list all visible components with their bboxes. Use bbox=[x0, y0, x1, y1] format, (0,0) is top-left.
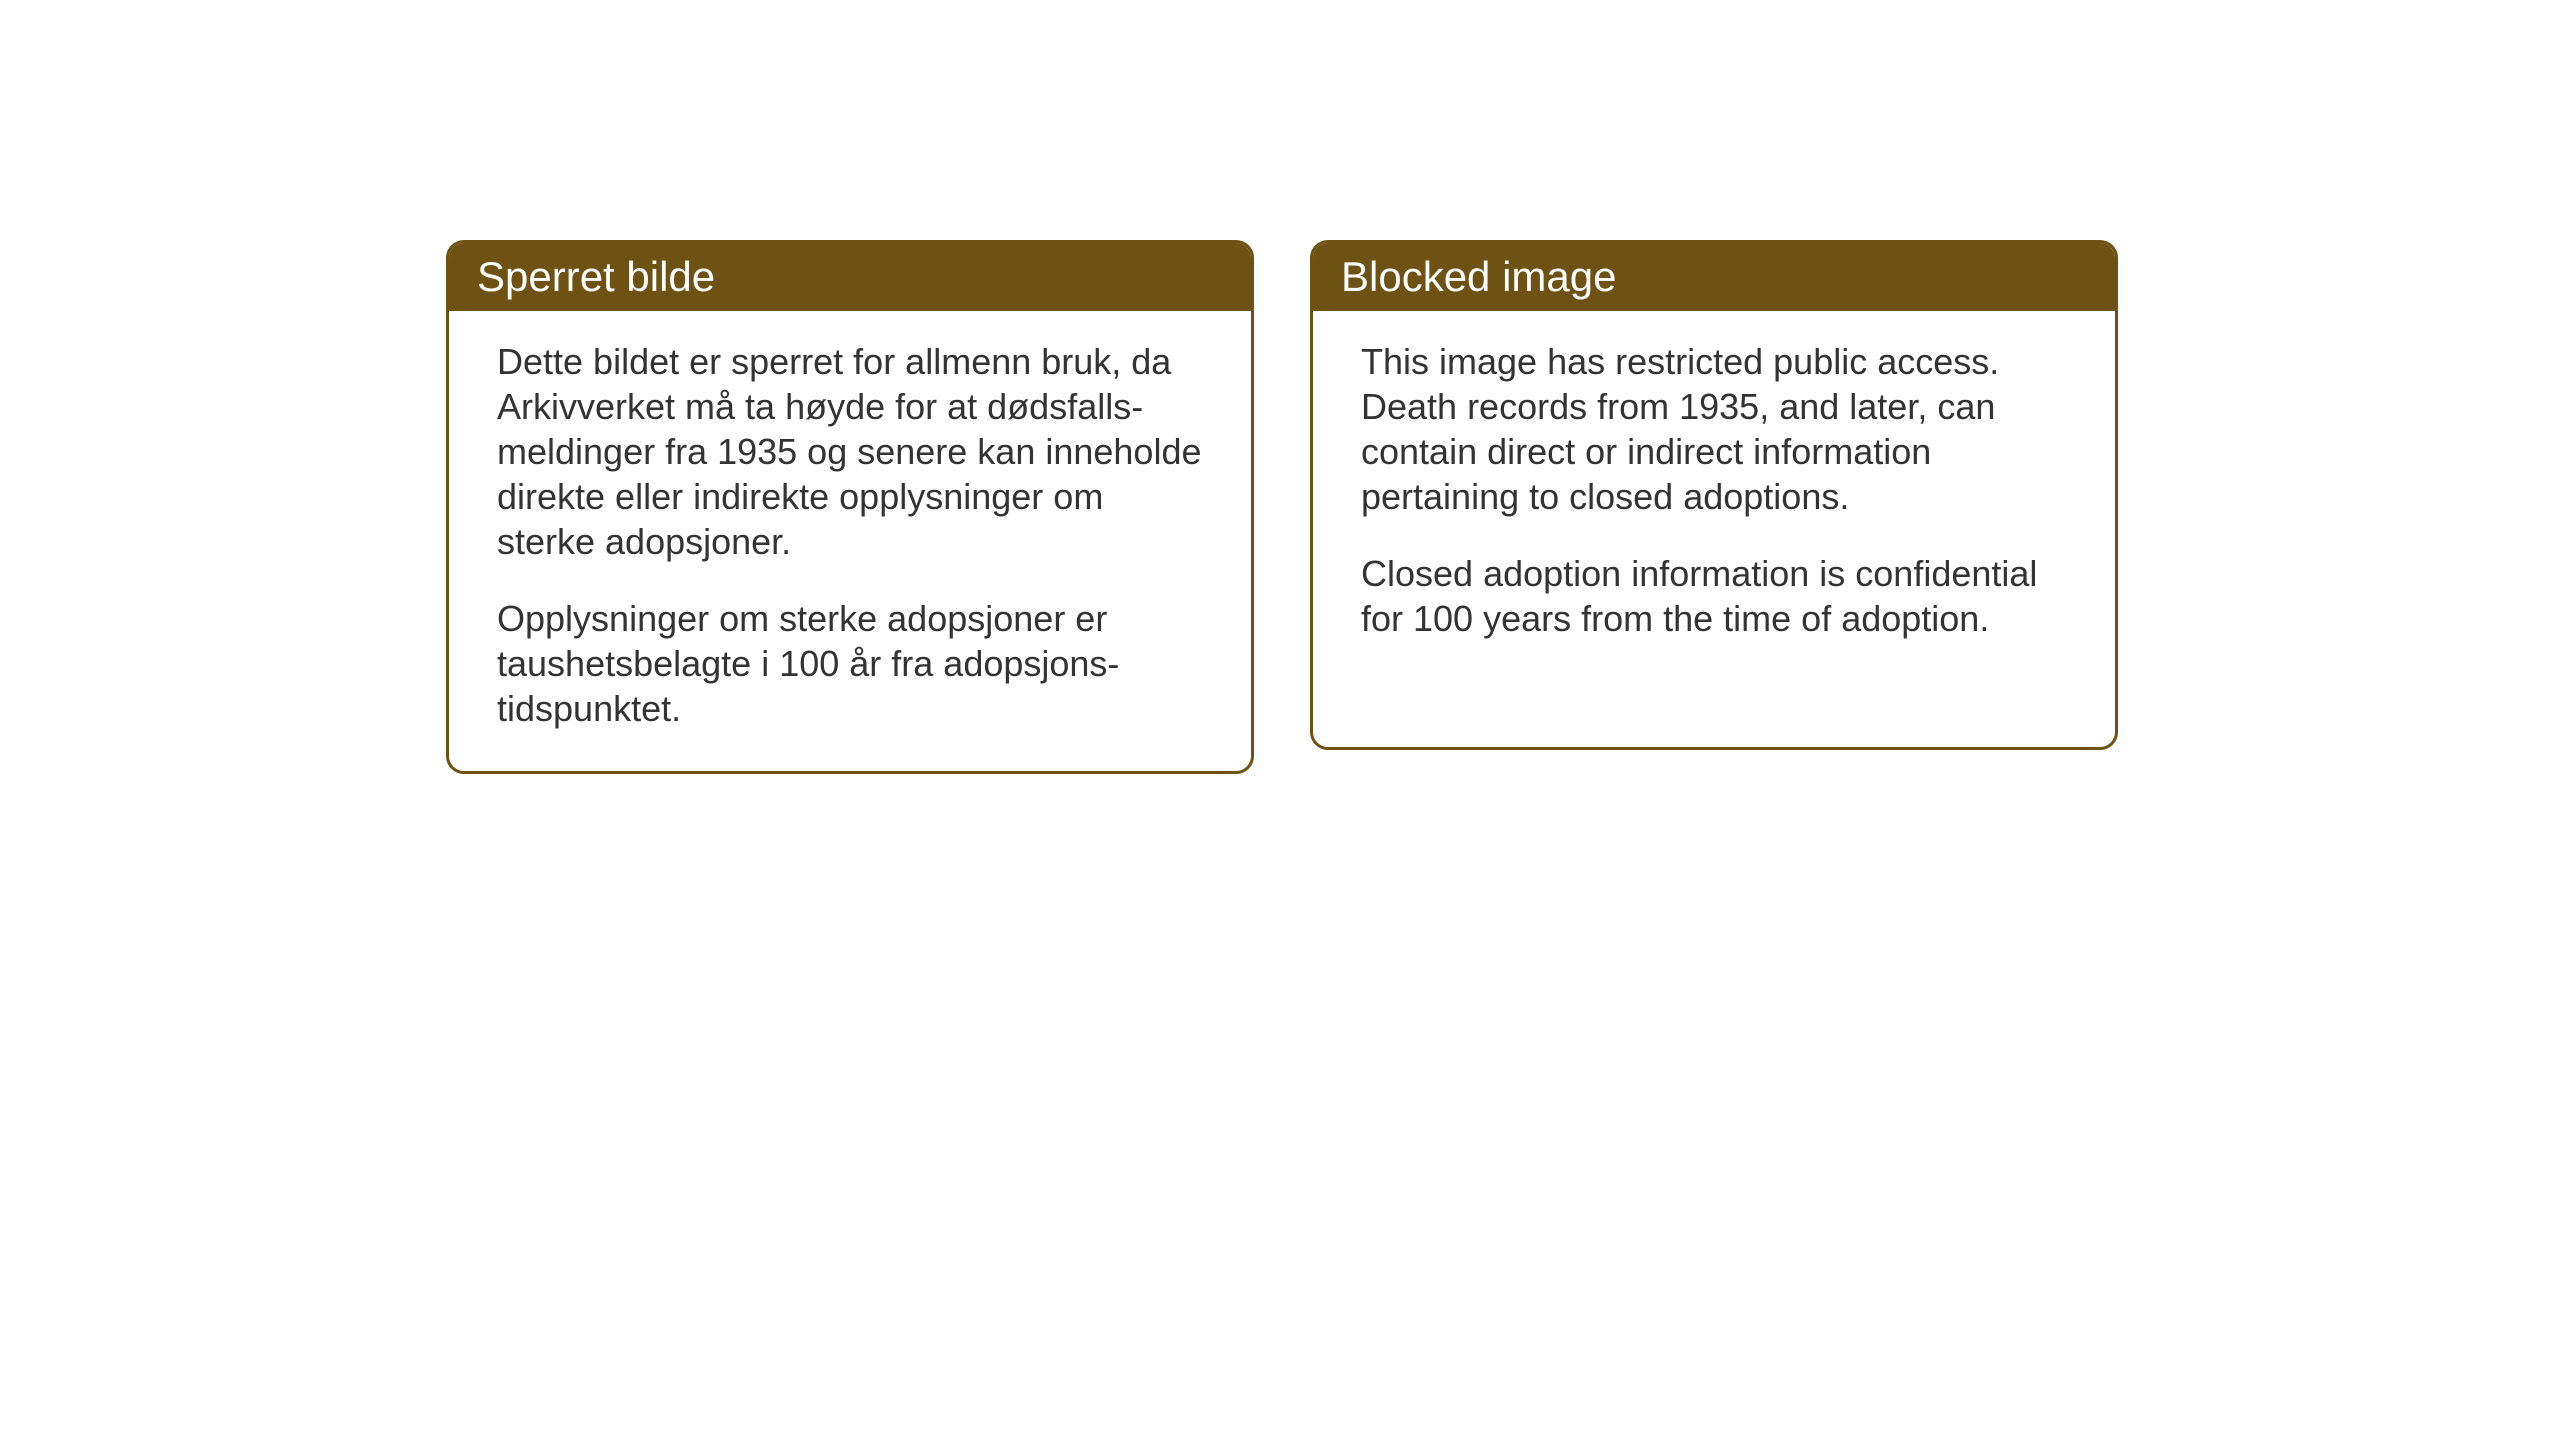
card-body-english: This image has restricted public access.… bbox=[1313, 311, 2115, 681]
card-paragraph-norwegian-2: Opplysninger om sterke adopsjoner er tau… bbox=[497, 596, 1203, 731]
card-paragraph-norwegian-1: Dette bildet er sperret for allmenn bruk… bbox=[497, 339, 1203, 564]
notice-card-norwegian: Sperret bilde Dette bildet er sperret fo… bbox=[446, 240, 1254, 774]
notice-card-english: Blocked image This image has restricted … bbox=[1310, 240, 2118, 750]
card-header-english: Blocked image bbox=[1313, 243, 2115, 311]
card-paragraph-english-1: This image has restricted public access.… bbox=[1361, 339, 2067, 519]
card-body-norwegian: Dette bildet er sperret for allmenn bruk… bbox=[449, 311, 1251, 771]
card-title-english: Blocked image bbox=[1341, 253, 1616, 300]
notice-container: Sperret bilde Dette bildet er sperret fo… bbox=[446, 240, 2118, 774]
card-title-norwegian: Sperret bilde bbox=[477, 253, 715, 300]
card-paragraph-english-2: Closed adoption information is confident… bbox=[1361, 551, 2067, 641]
card-header-norwegian: Sperret bilde bbox=[449, 243, 1251, 311]
